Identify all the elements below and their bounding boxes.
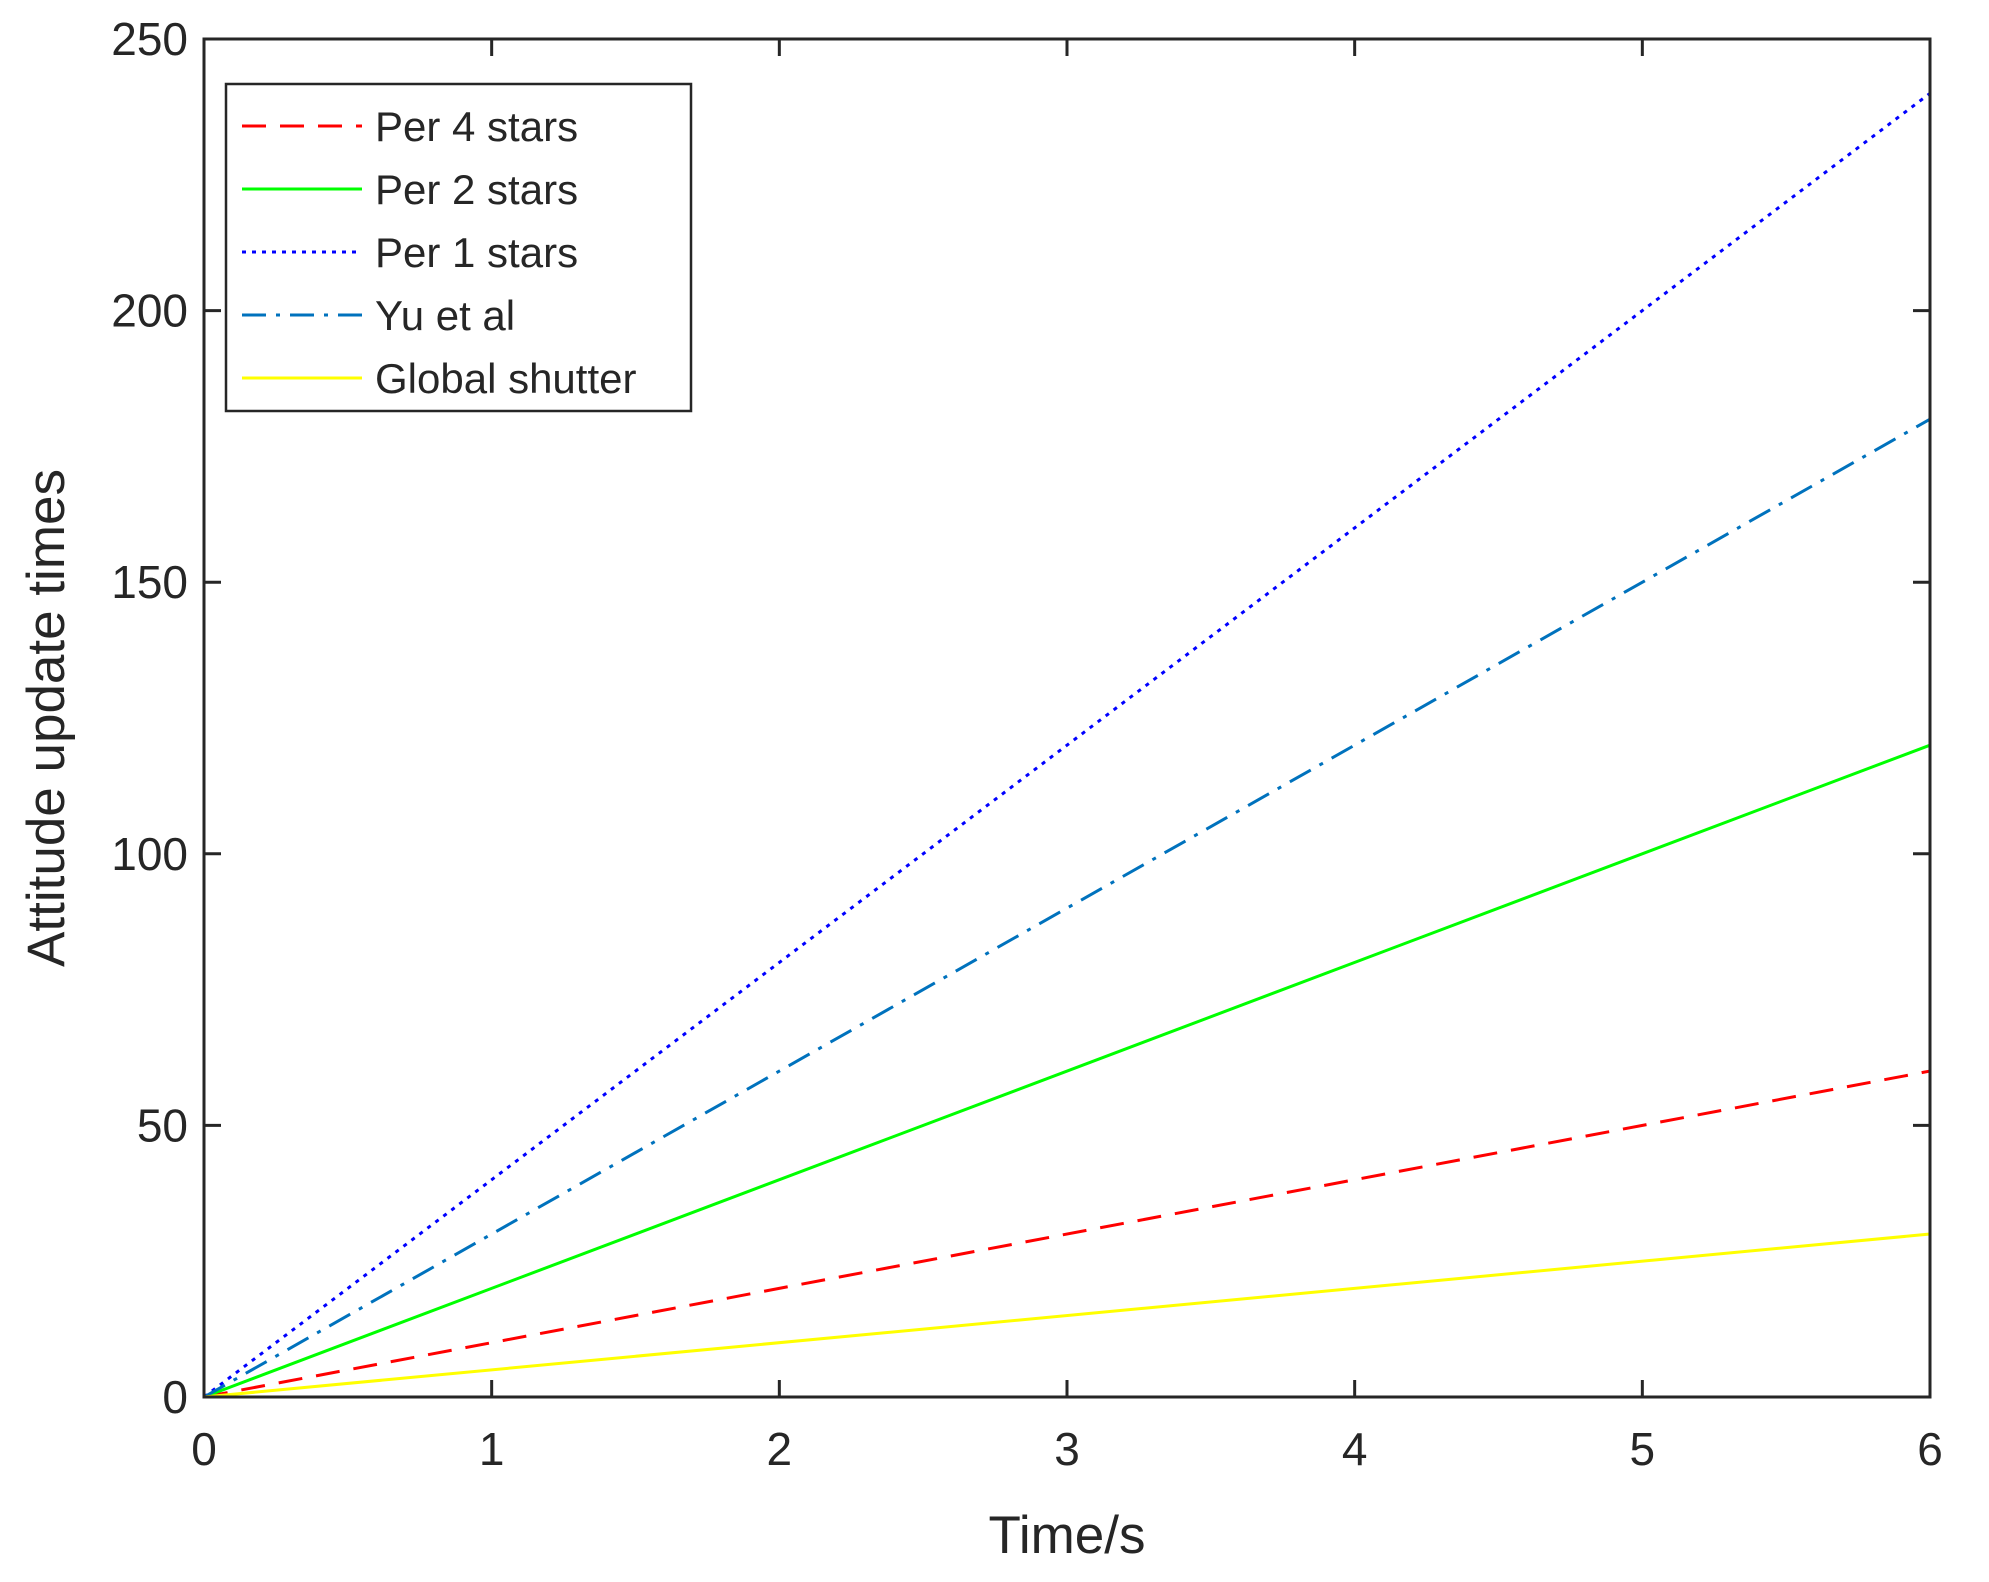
- y-tick-label: 50: [137, 1099, 188, 1151]
- legend-box: [224, 82, 693, 413]
- series-line-per-2-stars: [203, 743, 1931, 1399]
- x-axis-label: Time/s: [988, 1506, 1145, 1565]
- legend: Per 4 stars Per 2 stars Per 1 stars Yu et a…: [224, 82, 693, 413]
- series-line-yu-et-al: [203, 417, 1931, 1399]
- series-line-per-4-stars: [203, 1069, 1931, 1399]
- legend-label: Global shutter: [375, 355, 636, 402]
- legend-label: Per 2 stars: [375, 166, 578, 213]
- x-tick-label: 4: [1342, 1423, 1368, 1475]
- legend-label: Per 4 stars: [375, 103, 578, 150]
- y-axis-label: Attitude update times: [17, 469, 76, 967]
- legend-label: Yu et al: [375, 292, 515, 339]
- y-tick-label: 0: [162, 1371, 188, 1423]
- series-line-per-1-stars: [203, 92, 1931, 1399]
- x-tick-label: 0: [191, 1423, 217, 1475]
- legend-label: Per 1 stars: [375, 229, 578, 276]
- series-line-global-shutter: [203, 1232, 1931, 1399]
- x-tick-label: 2: [767, 1423, 793, 1475]
- x-tick-label: 6: [1917, 1423, 1943, 1475]
- x-tick-label: 3: [1054, 1423, 1080, 1475]
- y-tick-label: 200: [111, 285, 188, 337]
- x-tick-label: 5: [1630, 1423, 1656, 1475]
- y-tick-label: 250: [111, 13, 188, 65]
- x-tick-label: 1: [479, 1423, 505, 1475]
- y-tick-label: 100: [111, 828, 188, 880]
- y-tick-label: 150: [111, 556, 188, 608]
